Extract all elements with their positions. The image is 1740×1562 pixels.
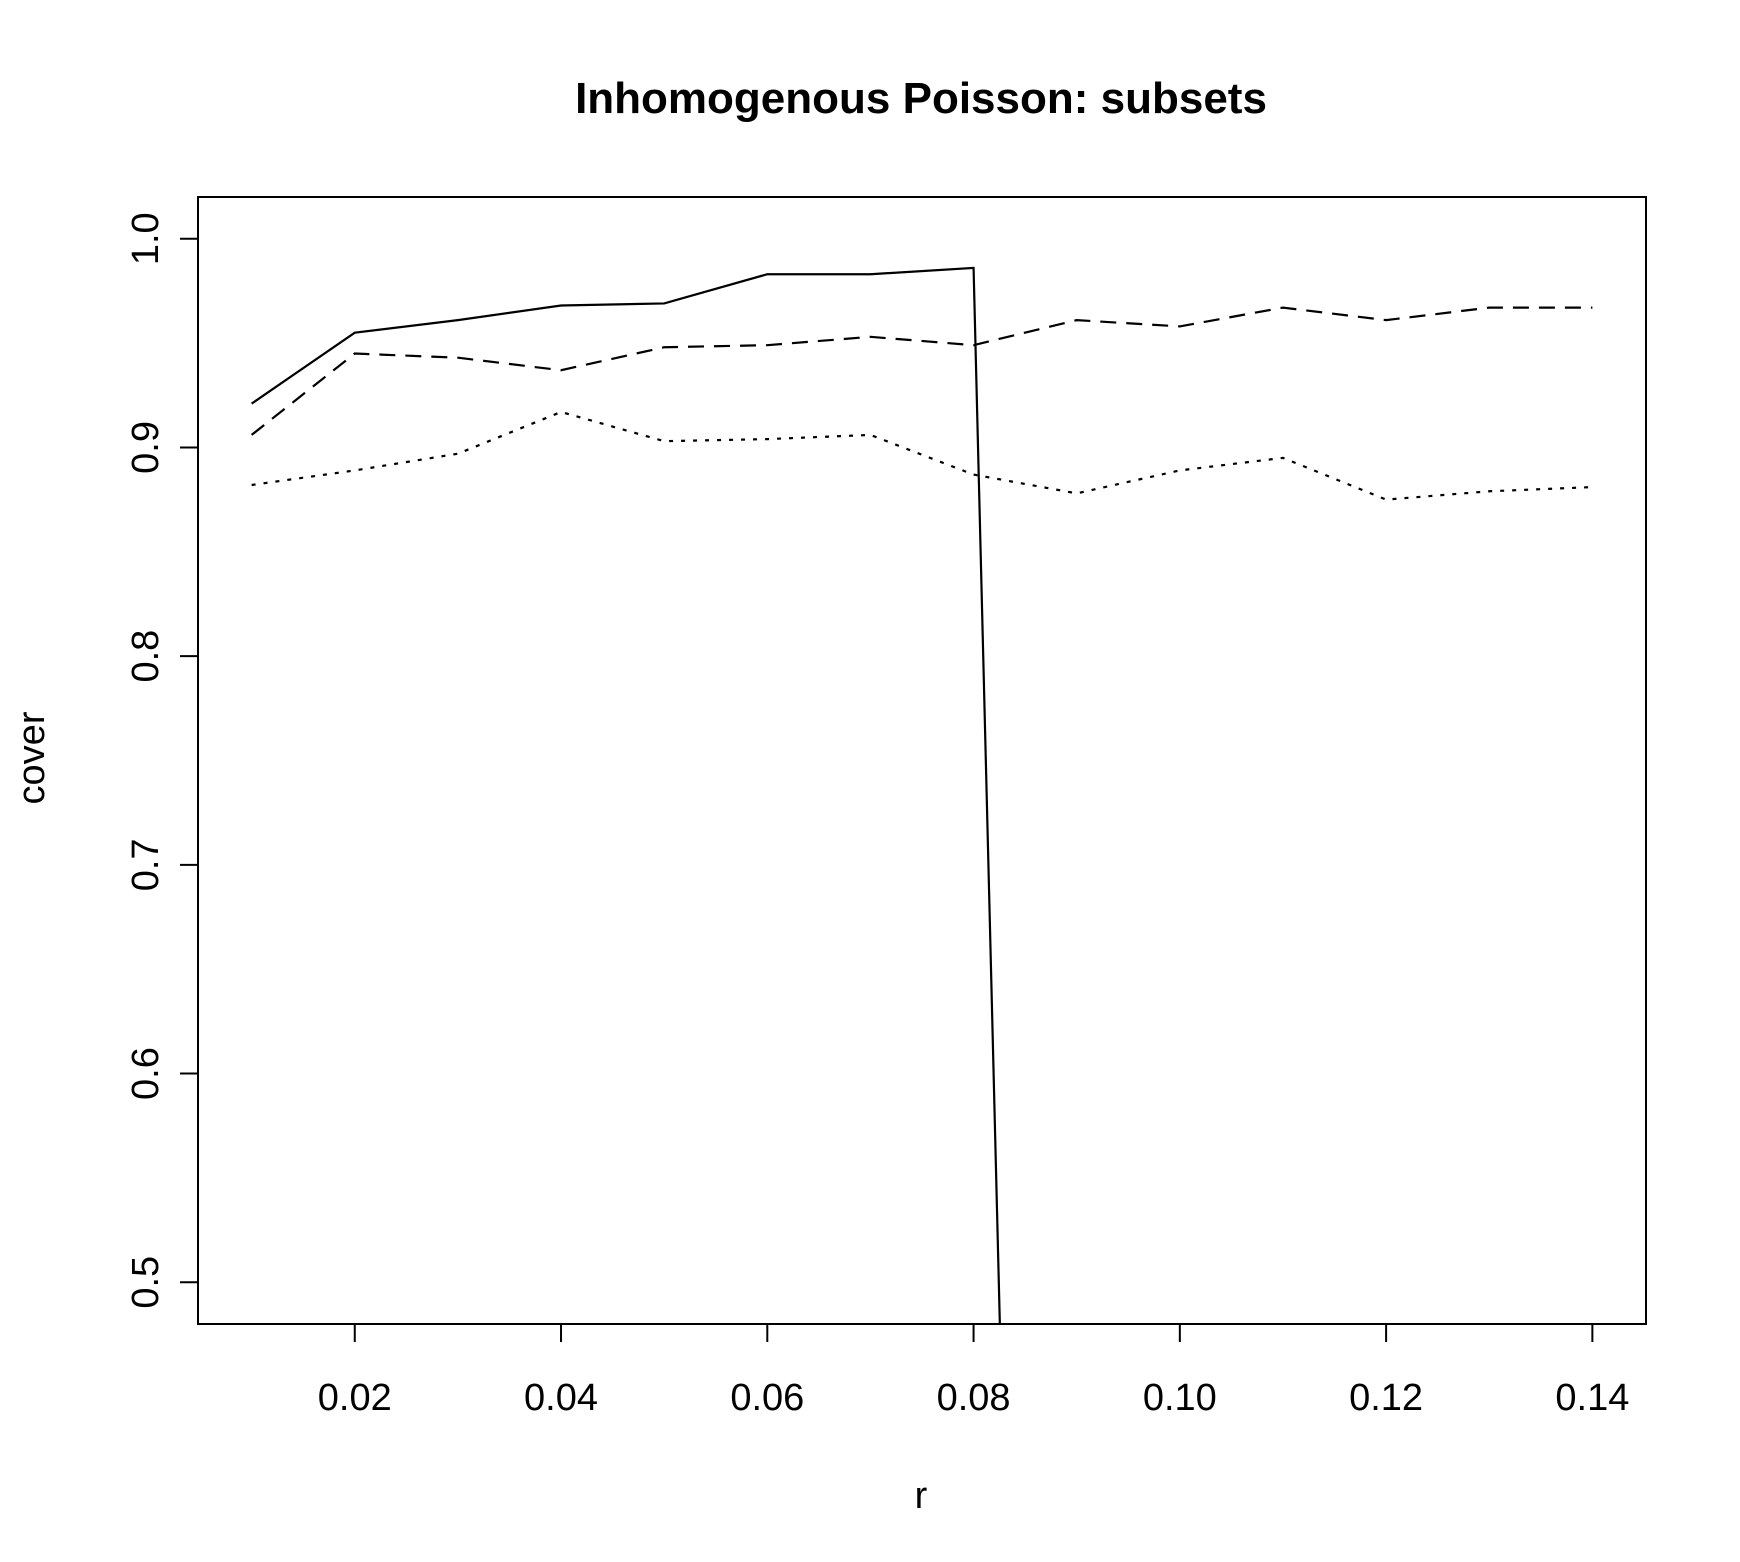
y-tick-label: 0.5 [125,1256,167,1309]
y-tick-label: 0.8 [125,630,167,683]
x-tick-label: 0.08 [937,1377,1011,1419]
x-tick-label: 0.12 [1349,1377,1423,1419]
y-axis-label: cover [11,711,53,804]
x-axis-label: r [915,1475,928,1517]
y-tick-label: 0.9 [125,421,167,474]
plot-area [250,266,1593,1324]
x-tick-label: 0.14 [1555,1377,1629,1419]
x-tick-label: 0.02 [318,1377,392,1419]
plot-frame [197,196,1647,1325]
line-series [250,306,1593,436]
line-series [251,266,1001,1324]
y-tick-label: 0.7 [125,838,167,891]
y-tick-label: 1.0 [125,212,167,265]
x-tick-label: 0.04 [524,1377,598,1419]
x-tick-label: 0.10 [1143,1377,1217,1419]
y-tick-label: 0.6 [125,1047,167,1100]
x-tick-label: 0.06 [730,1377,804,1419]
chart-title: Inhomogenous Poisson: subsets [575,74,1267,123]
